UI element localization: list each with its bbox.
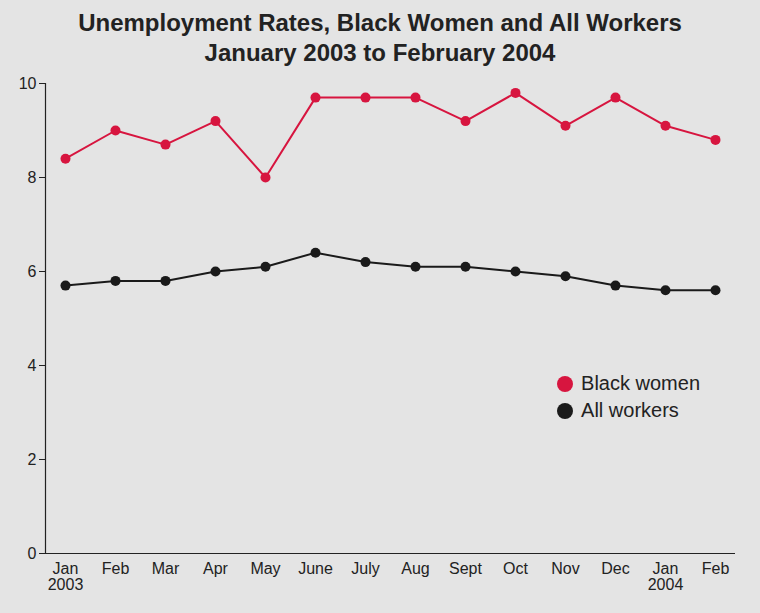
svg-text:6: 6 <box>28 263 37 280</box>
svg-text:Aug: Aug <box>401 560 429 577</box>
svg-text:Feb: Feb <box>102 560 130 577</box>
svg-text:Nov: Nov <box>551 560 579 577</box>
svg-text:8: 8 <box>28 169 37 186</box>
svg-text:4: 4 <box>28 357 37 374</box>
html-text:Black women: Black women <box>581 372 700 394</box>
svg-text:Jan2003: Jan2003 <box>48 560 84 593</box>
svg-text:Apr: Apr <box>203 560 229 577</box>
html-text:January 2003 to February 2004: January 2003 to February 2004 <box>204 39 556 66</box>
svg-text:Jan2004: Jan2004 <box>648 560 684 593</box>
svg-text:2: 2 <box>28 451 37 468</box>
svg-text:June: June <box>298 560 333 577</box>
svg-text:Mar: Mar <box>152 560 180 577</box>
html-text:All workers: All workers <box>581 399 679 421</box>
html-text:Unemployment Rates, Black Wome: Unemployment Rates, Black Women and All … <box>78 9 682 36</box>
svg-text:May: May <box>250 560 280 577</box>
svg-text:Sept: Sept <box>449 560 482 577</box>
svg-text:0: 0 <box>28 545 37 562</box>
svg-text:Oct: Oct <box>503 560 528 577</box>
svg-text:Feb: Feb <box>702 560 730 577</box>
svg-text:10: 10 <box>19 75 37 92</box>
svg-text:July: July <box>351 560 379 577</box>
svg-text:Dec: Dec <box>601 560 629 577</box>
